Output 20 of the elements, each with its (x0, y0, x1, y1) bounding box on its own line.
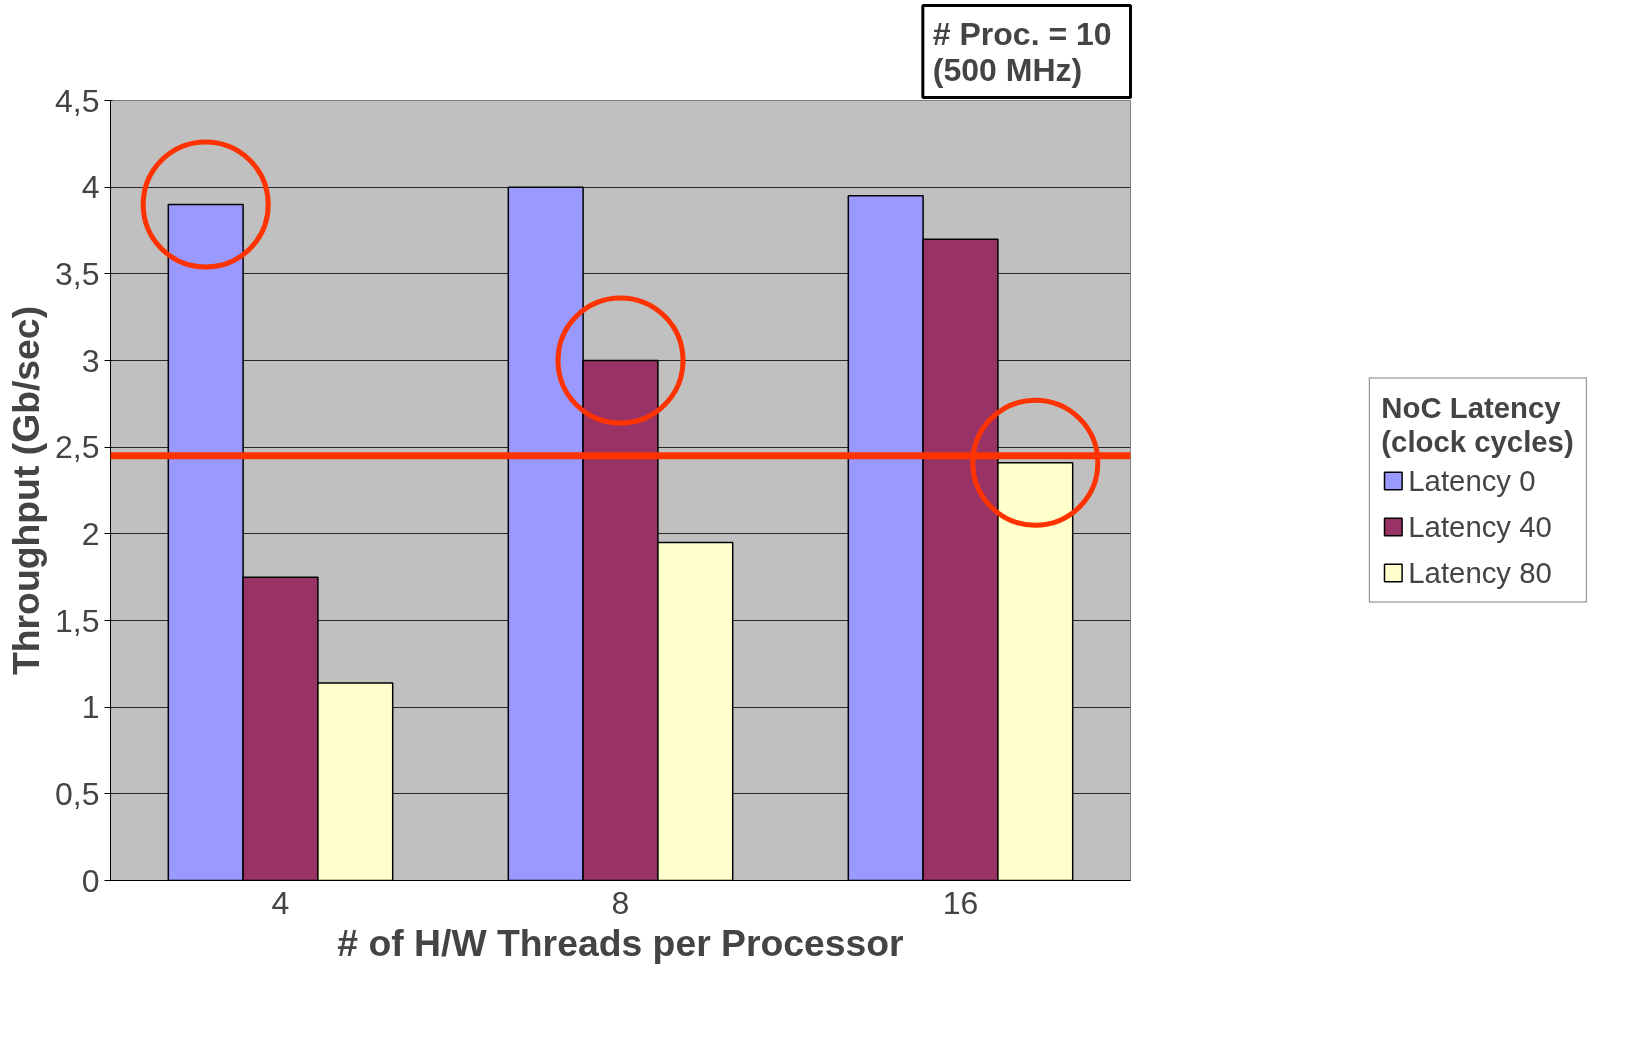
legend-label: Latency 80 (1408, 555, 1552, 590)
y-tick-label: 1,5 (55, 602, 100, 639)
y-tick-label: 3 (81, 342, 100, 379)
x-tick-label: 4 (271, 884, 290, 921)
y-tick-label: 2 (81, 515, 100, 552)
y-axis-title: Throughput (Gb/sec) (5, 305, 48, 676)
x-tick-label: 16 (942, 884, 979, 921)
x-tick-label: 8 (611, 884, 630, 921)
y-tick-label: 4,5 (55, 82, 100, 119)
legend-label: Latency 0 (1408, 463, 1536, 498)
y-tick-label: 3,5 (55, 255, 100, 292)
y-tick-label: 1 (81, 689, 100, 726)
legend-label: Latency 40 (1408, 509, 1552, 544)
y-tick-label: 2,5 (55, 429, 100, 466)
y-tick-label: 0,5 (55, 775, 100, 812)
text: # Proc. = 10 (500 MHz) (932, 15, 1112, 88)
legend-title: NoC Latency (clock cycles) (1381, 390, 1574, 459)
x-axis-title: # of H/W Threads per Processor (337, 921, 904, 964)
y-tick-label: 4 (81, 169, 100, 206)
y-tick-label: 0 (81, 862, 100, 899)
